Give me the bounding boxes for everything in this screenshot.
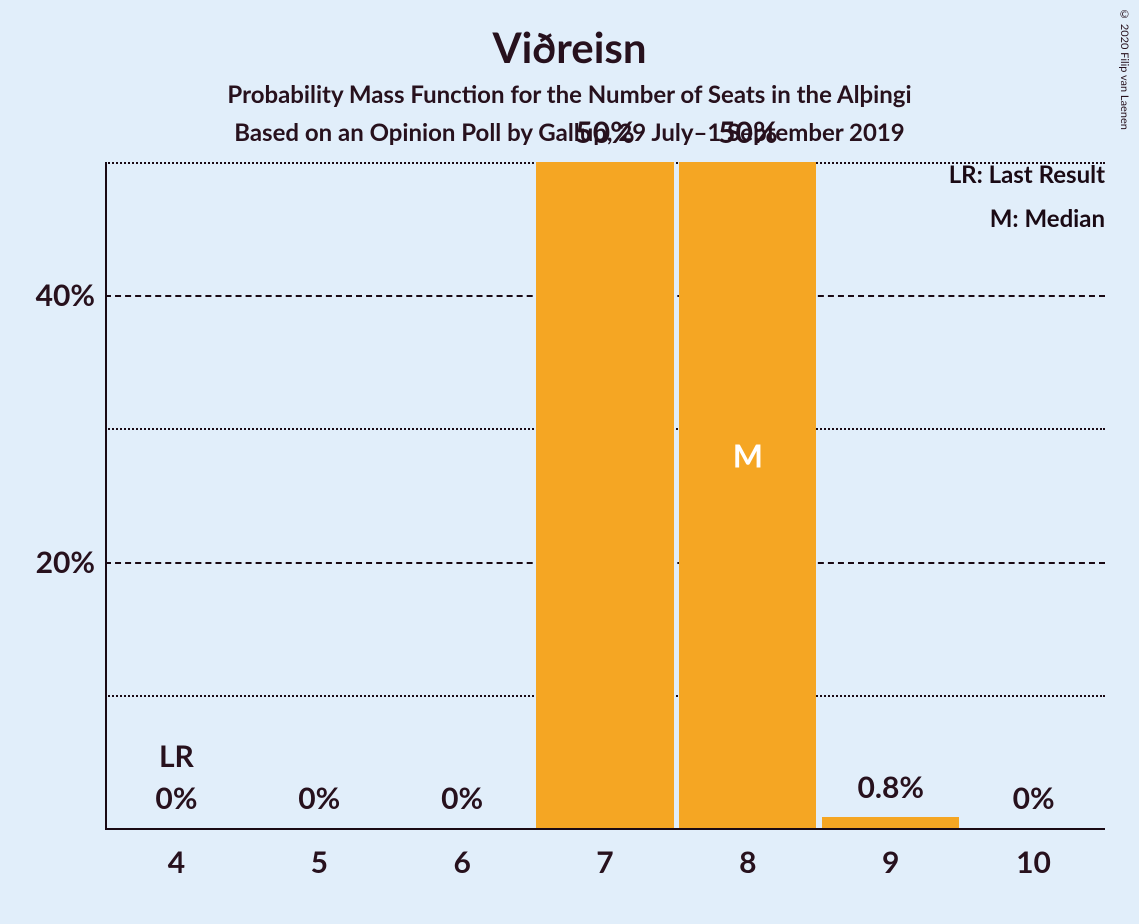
x-axis xyxy=(105,828,1105,830)
plot-area: LR: Last Result M: Median 20%40%0%40%50%… xyxy=(105,162,1105,828)
bar-value-label: 0% xyxy=(155,780,197,816)
bar xyxy=(822,817,959,828)
chart-title: Viðreisn xyxy=(0,22,1139,72)
y-axis xyxy=(105,162,107,828)
bar-value-label: 0% xyxy=(1013,780,1055,816)
bar-value-label: 50% xyxy=(718,114,777,150)
bar xyxy=(536,162,673,828)
lr-marker: LR xyxy=(159,738,194,774)
x-tick-label: 6 xyxy=(453,844,470,880)
bar-value-label: 50% xyxy=(575,114,634,150)
y-tick-label: 20% xyxy=(36,544,95,580)
bar-value-label: 0.8% xyxy=(857,769,924,805)
chart-subtitle-1: Probability Mass Function for the Number… xyxy=(0,80,1139,109)
x-tick-label: 5 xyxy=(311,844,328,880)
legend-lr: LR: Last Result xyxy=(949,160,1105,189)
y-tick-label: 40% xyxy=(36,277,95,313)
x-tick-label: 4 xyxy=(168,844,185,880)
bar-value-label: 0% xyxy=(298,780,340,816)
x-tick-label: 9 xyxy=(882,844,899,880)
x-tick-label: 8 xyxy=(739,844,756,880)
chart-subtitle-2: Based on an Opinion Poll by Gallup, 29 J… xyxy=(0,118,1139,147)
x-tick-label: 7 xyxy=(596,844,613,880)
bar-value-label: 0% xyxy=(441,780,483,816)
legend-m: M: Median xyxy=(990,204,1105,233)
bar xyxy=(679,162,816,828)
median-marker: M xyxy=(733,436,763,475)
x-tick-label: 10 xyxy=(1016,844,1051,880)
